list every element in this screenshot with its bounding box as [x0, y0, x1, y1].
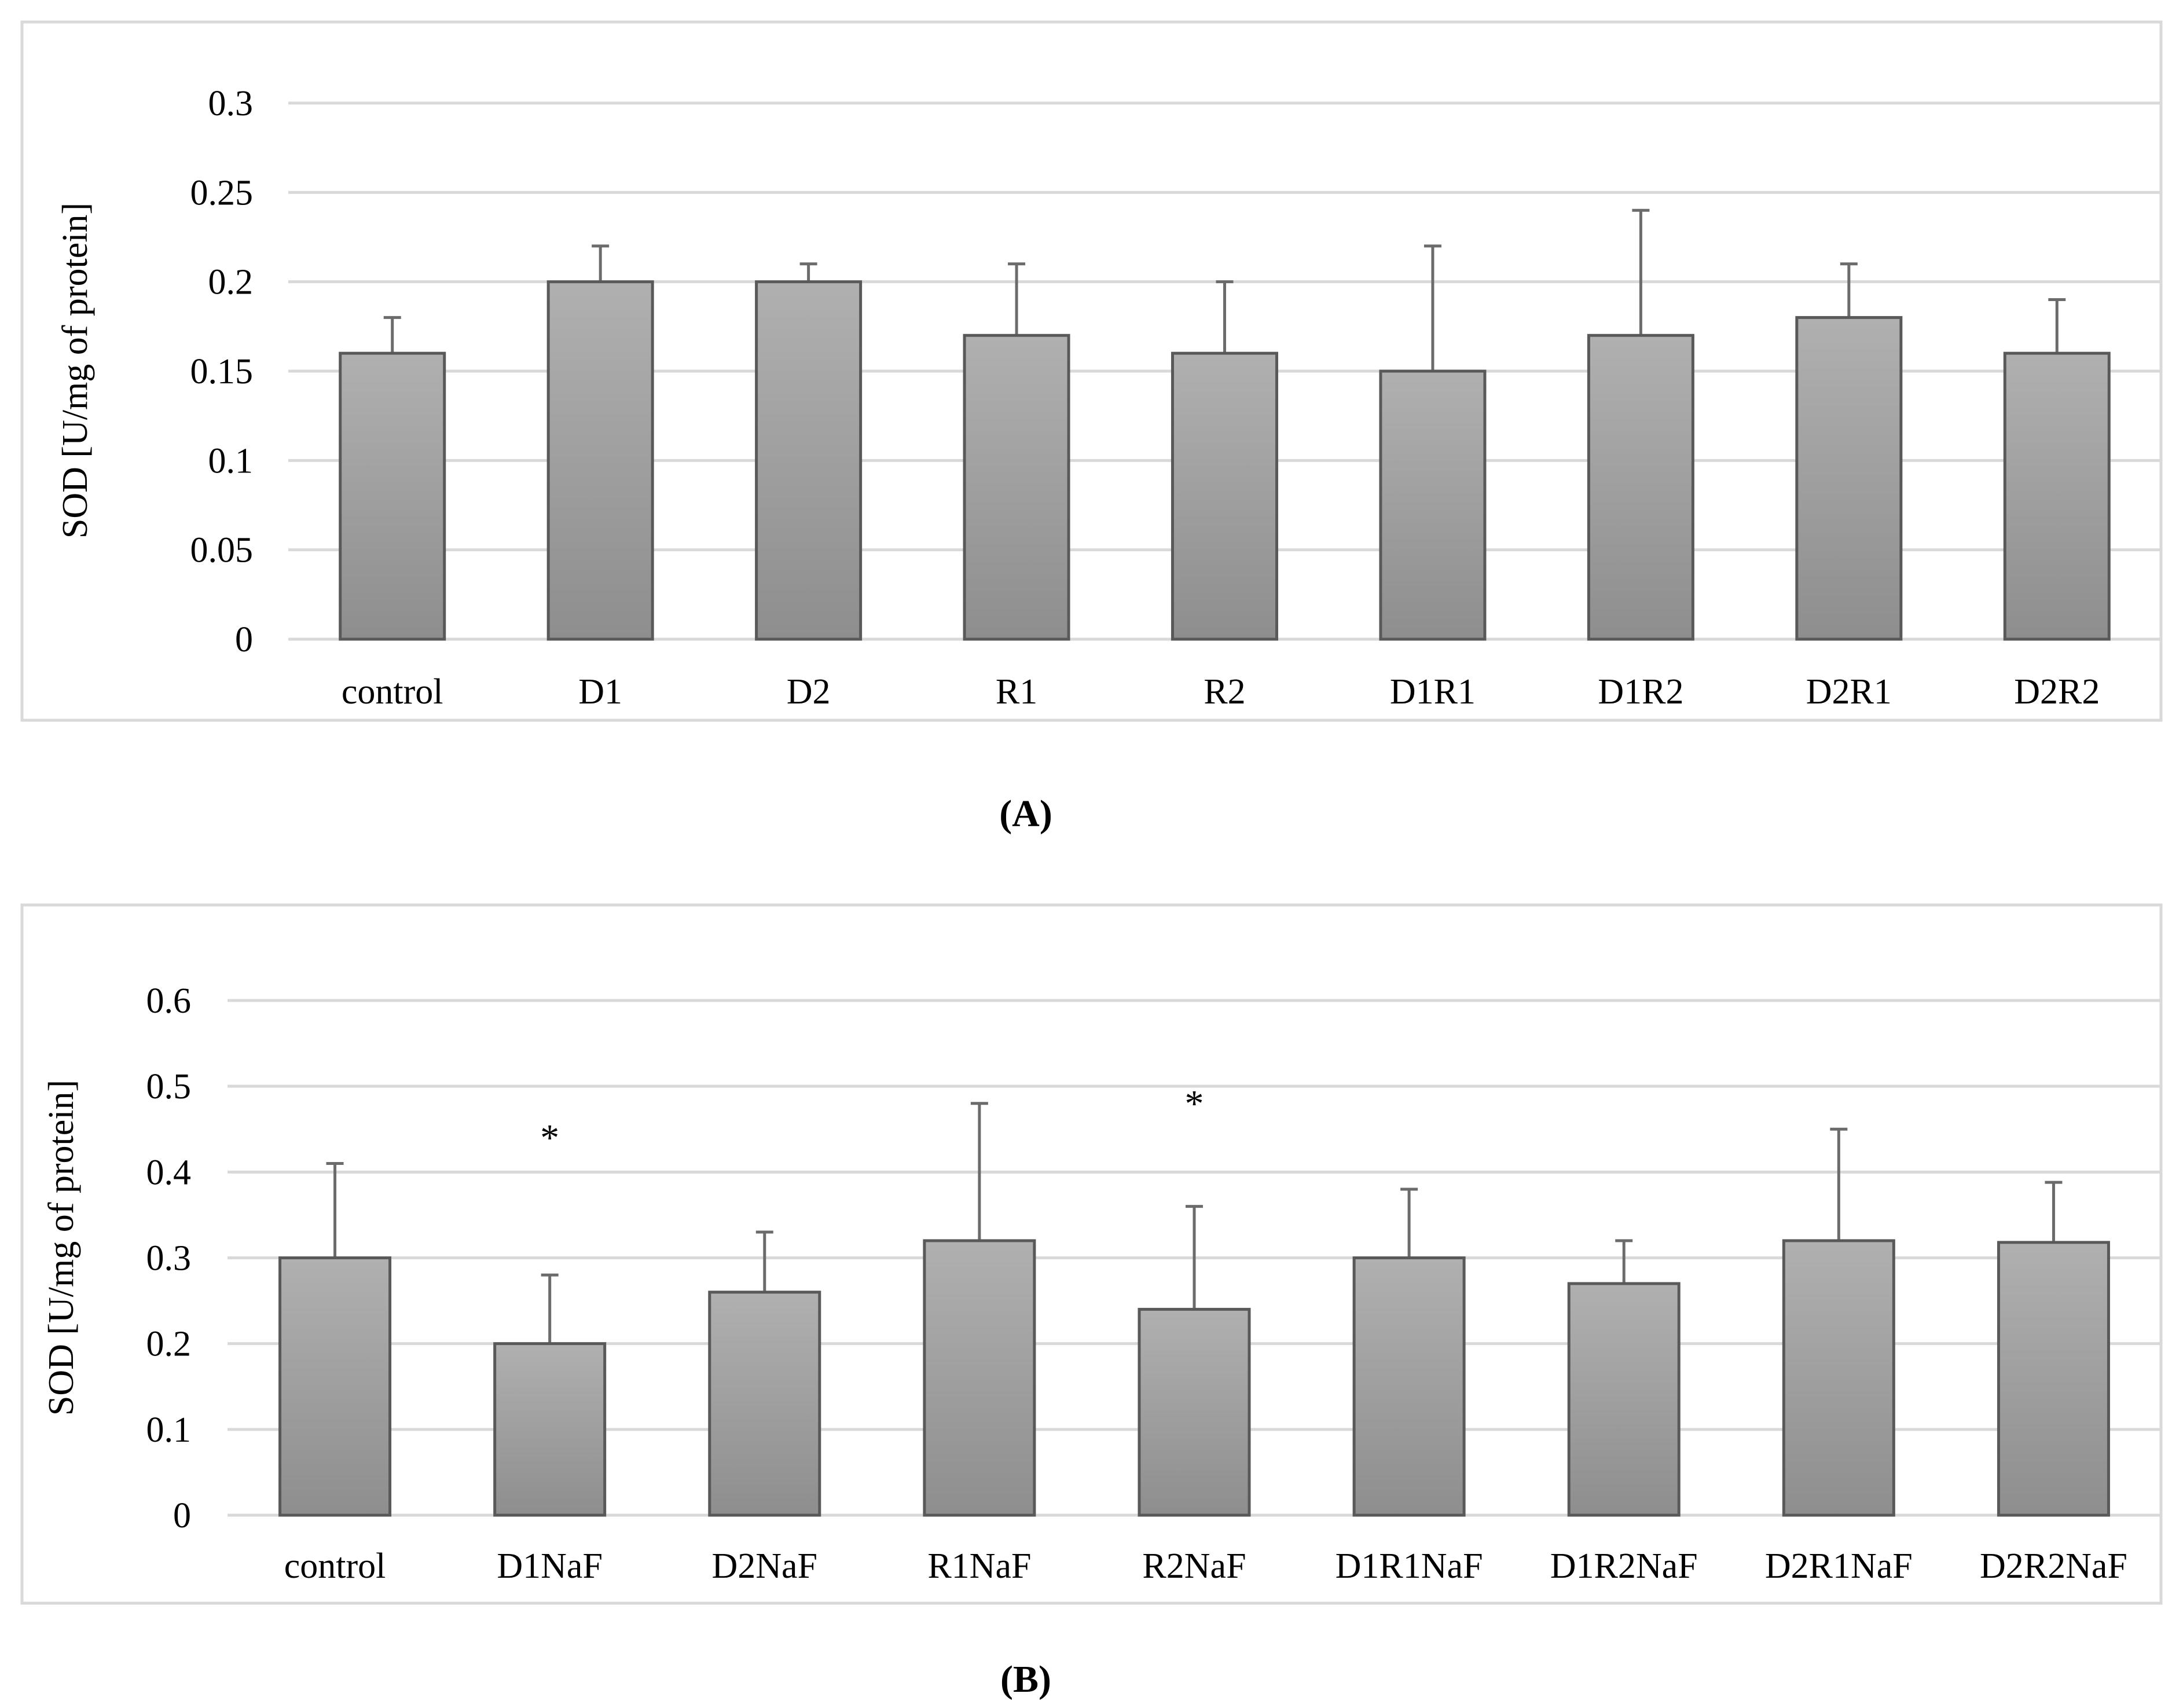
x-tick-label: D1R1	[1390, 672, 1476, 712]
y-tick-label: 0.3	[208, 84, 254, 123]
chart-panel-b: 0 0.1 0.2 0.3 0.4 0.5 0.6 control D1NaF D2NaF R1N…	[20, 903, 2163, 1605]
bars	[278, 1102, 2110, 1517]
bar	[493, 1342, 607, 1517]
x-tick-label: D1R2	[1598, 672, 1683, 712]
y-axis-label: SOD [U/mg of protein]	[42, 1080, 81, 1416]
x-tick-label: R2NaF	[1142, 1546, 1246, 1586]
x-tick-label: control	[284, 1546, 386, 1586]
panel-label-a: (A)	[999, 793, 1052, 835]
panel-label-b: (B)	[1000, 1658, 1051, 1700]
y-tick-label: 0.4	[146, 1153, 192, 1192]
y-tick-labels: 0 0.05 0.1 0.15 0.2 0.25 0.3	[190, 84, 254, 659]
bar	[923, 1239, 1036, 1517]
x-tick-label: D1	[578, 672, 622, 712]
significance-mark: *	[1185, 1083, 1204, 1125]
y-tick-label: 0.25	[190, 173, 254, 212]
y-tick-label: 0.5	[146, 1067, 192, 1106]
bar	[546, 280, 654, 641]
significance-mark: *	[540, 1117, 559, 1159]
bar	[1782, 1239, 1895, 1517]
x-tick-label: D1R1NaF	[1336, 1546, 1483, 1586]
x-tick-label: R1NaF	[927, 1546, 1031, 1586]
x-tick-label: D2R1NaF	[1765, 1546, 1913, 1586]
bar	[1352, 1256, 1466, 1517]
y-tick-label: 0.15	[190, 352, 254, 391]
y-tick-labels: 0 0.1 0.2 0.3 0.4 0.5 0.6	[146, 981, 192, 1535]
bar	[963, 333, 1070, 641]
x-tick-label: D1NaF	[497, 1546, 603, 1586]
x-tick-label: R2	[1204, 672, 1245, 712]
x-tick-label: D2NaF	[711, 1546, 817, 1586]
y-axis-label: SOD [U/mg of protein]	[56, 203, 95, 538]
y-tick-label: 0.2	[146, 1325, 192, 1364]
x-tick-label: D2R2NaF	[1980, 1546, 2127, 1586]
y-tick-label: 0.05	[190, 531, 254, 570]
x-tick-label: D1R2NaF	[1550, 1546, 1698, 1586]
bar	[1567, 1282, 1681, 1517]
bar	[339, 351, 446, 641]
bar	[1997, 1241, 2110, 1517]
x-tick-label: D2R2	[2014, 672, 2100, 712]
bar	[708, 1291, 821, 1517]
y-tick-label: 0.3	[146, 1239, 192, 1278]
bar	[278, 1256, 392, 1517]
x-tick-label: D2	[787, 672, 831, 712]
y-tick-label: 0.6	[146, 981, 192, 1021]
bar	[2003, 351, 2111, 641]
bars	[339, 208, 2111, 641]
x-tick-label: control	[342, 672, 443, 712]
x-tick-labels: control D1NaF D2NaF R1NaF R2NaF D1R1NaF D1R2Na…	[284, 1546, 2127, 1586]
y-tick-label: 0.1	[208, 441, 254, 481]
significance-marks: **	[540, 1083, 1204, 1159]
bar	[1379, 369, 1487, 641]
bar	[1795, 316, 1903, 641]
x-tick-label: R1	[996, 672, 1037, 712]
y-tick-label: 0	[235, 620, 253, 659]
bar	[1171, 351, 1278, 641]
y-tick-label: 0.2	[208, 263, 254, 302]
bar	[1587, 333, 1694, 641]
chart-panel-a: 00.050.10.150.20.250.3 control D1 D2 R1 R2 D1…	[20, 20, 2163, 722]
bar	[1138, 1307, 1251, 1517]
x-tick-label: D2R1	[1806, 672, 1892, 712]
y-tick-label: 0.1	[146, 1410, 192, 1450]
x-tick-labels: control D1 D2 R1 R2 D1R1 D1R2 D2R1 D2R2	[342, 672, 2100, 712]
chart-frame	[20, 903, 2163, 1605]
bar	[755, 280, 863, 641]
y-tick-label: 0	[173, 1496, 191, 1535]
